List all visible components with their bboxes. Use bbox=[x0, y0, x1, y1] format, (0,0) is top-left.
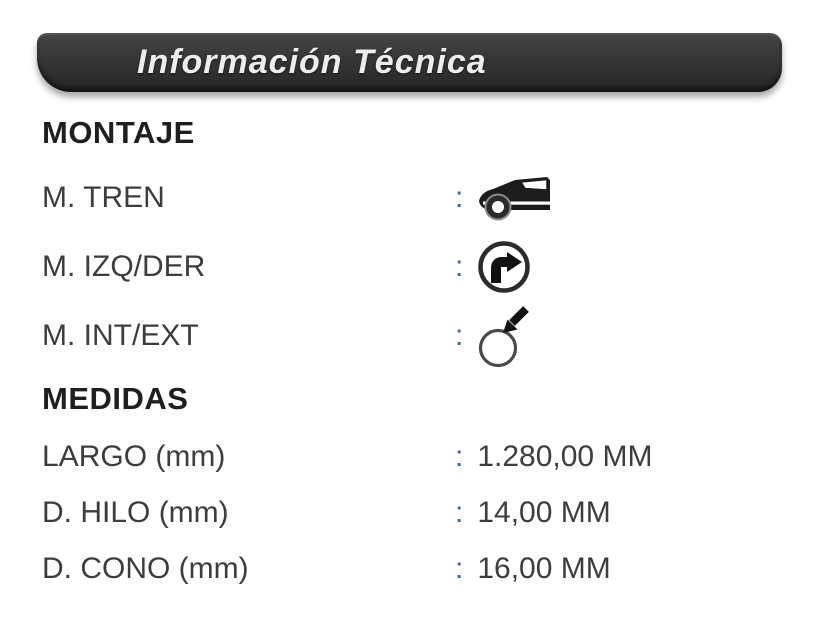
row-label: M. IZQ/DER bbox=[42, 250, 206, 283]
section-title-medidas: MEDIDAS bbox=[42, 381, 189, 416]
row-value: 1.280,00 MM bbox=[477, 440, 653, 473]
section-title-montaje: MONTAJE bbox=[42, 115, 195, 150]
row-d-cono: D. CONO (mm) : 16,00 MM bbox=[42, 541, 816, 597]
panel-title: Información Técnica bbox=[137, 43, 487, 81]
row-m-izq-der: M. IZQ/DER : bbox=[42, 232, 816, 302]
interior-exterior-arrow-icon bbox=[477, 304, 531, 368]
row-label: D. HILO (mm) bbox=[42, 496, 229, 529]
colon-separator: : bbox=[455, 552, 464, 585]
colon-separator: : bbox=[455, 319, 464, 352]
row-m-int-ext: M. INT/EXT : bbox=[42, 301, 816, 371]
colon-separator: : bbox=[455, 250, 464, 283]
row-m-tren: M. TREN : bbox=[42, 163, 816, 233]
row-label: M. TREN bbox=[42, 181, 165, 214]
turn-right-icon bbox=[477, 240, 531, 294]
panel-header: Información Técnica bbox=[37, 33, 782, 92]
row-label: M. INT/EXT bbox=[42, 319, 199, 352]
row-largo: LARGO (mm) : 1.280,00 MM bbox=[42, 429, 816, 485]
row-label: D. CONO (mm) bbox=[42, 552, 249, 585]
row-value: 16,00 MM bbox=[477, 552, 611, 585]
row-label: LARGO (mm) bbox=[42, 440, 226, 473]
colon-separator: : bbox=[455, 181, 464, 214]
colon-separator: : bbox=[455, 440, 464, 473]
row-value: 14,00 MM bbox=[477, 496, 611, 529]
car-front-axle-icon bbox=[477, 174, 555, 222]
colon-separator: : bbox=[455, 496, 464, 529]
row-d-hilo: D. HILO (mm) : 14,00 MM bbox=[42, 485, 816, 541]
